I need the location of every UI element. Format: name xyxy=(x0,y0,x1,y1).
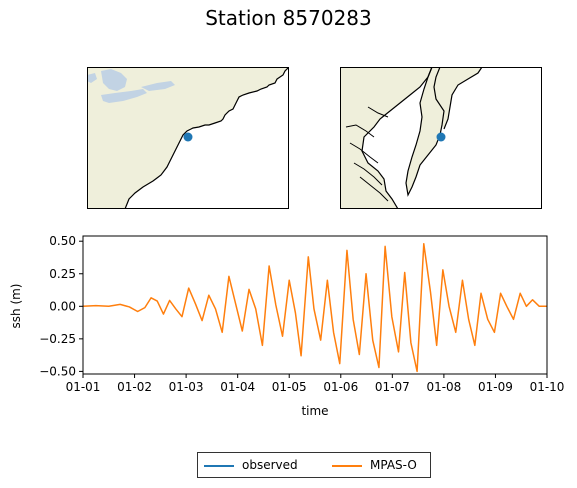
x-tick-label: 01-01 xyxy=(66,380,101,394)
y-tick-label: −0.50 xyxy=(39,364,76,378)
regional-map-lake-4 xyxy=(87,73,97,83)
y-tick-label: −0.25 xyxy=(39,332,76,346)
legend-label-observed: observed xyxy=(242,458,298,472)
legend: observed MPAS-O xyxy=(197,452,431,478)
local-map-land-west xyxy=(340,67,432,209)
x-tick-label: 01-05 xyxy=(272,380,307,394)
local-map-land-north xyxy=(434,67,482,129)
regional-map-station-marker xyxy=(183,132,193,142)
legend-label-mpas-o: MPAS-O xyxy=(370,458,417,472)
local-map-river-5 xyxy=(367,106,389,118)
regional-map xyxy=(87,67,289,209)
x-tick-label: 01-10 xyxy=(530,380,565,394)
local-map-land-peninsula xyxy=(406,67,444,195)
regional-map-coastline xyxy=(124,67,289,209)
regional-map-ocean xyxy=(125,67,289,209)
x-tick-label: 01-06 xyxy=(323,380,358,394)
x-tick-label: 01-04 xyxy=(220,380,255,394)
legend-line-mpas-o xyxy=(332,465,362,467)
regional-map-lake-1 xyxy=(101,69,127,91)
y-tick-label: 0.50 xyxy=(49,234,76,248)
y-tick-label: 0.25 xyxy=(49,267,76,281)
x-tick-label: 01-03 xyxy=(169,380,204,394)
ssh-time-series-chart: 01-01 01-02 01-03 01-04 01-05 01-06 01-07 01-08… xyxy=(9,234,565,418)
local-map-coastline-peninsula xyxy=(405,67,445,197)
y-axis-label: ssh (m) xyxy=(9,284,23,329)
x-tick-label: 01-07 xyxy=(375,380,410,394)
local-map-river-4 xyxy=(359,176,389,202)
x-tick-label: 01-08 xyxy=(426,380,461,394)
local-map-river-2 xyxy=(349,142,379,164)
local-map-river-1 xyxy=(345,124,375,138)
legend-line-observed xyxy=(204,465,234,467)
y-tick-label: 0.00 xyxy=(49,299,76,313)
x-tick-label: 01-02 xyxy=(117,380,152,394)
x-axis-label: time xyxy=(301,404,328,418)
local-map-coastline-north xyxy=(443,67,483,130)
x-tick-label: 01-09 xyxy=(478,380,513,394)
regional-map-lake-2 xyxy=(101,89,147,103)
local-map-station-marker xyxy=(436,132,446,142)
series-line-mpas-o xyxy=(82,243,547,373)
local-map xyxy=(340,67,542,209)
local-map-river-3 xyxy=(353,162,383,186)
figure-title: Station 8570283 xyxy=(205,6,372,30)
local-map-coastline-west xyxy=(361,67,433,209)
plot-frame xyxy=(82,235,548,375)
regional-map-lake-3 xyxy=(141,81,175,91)
